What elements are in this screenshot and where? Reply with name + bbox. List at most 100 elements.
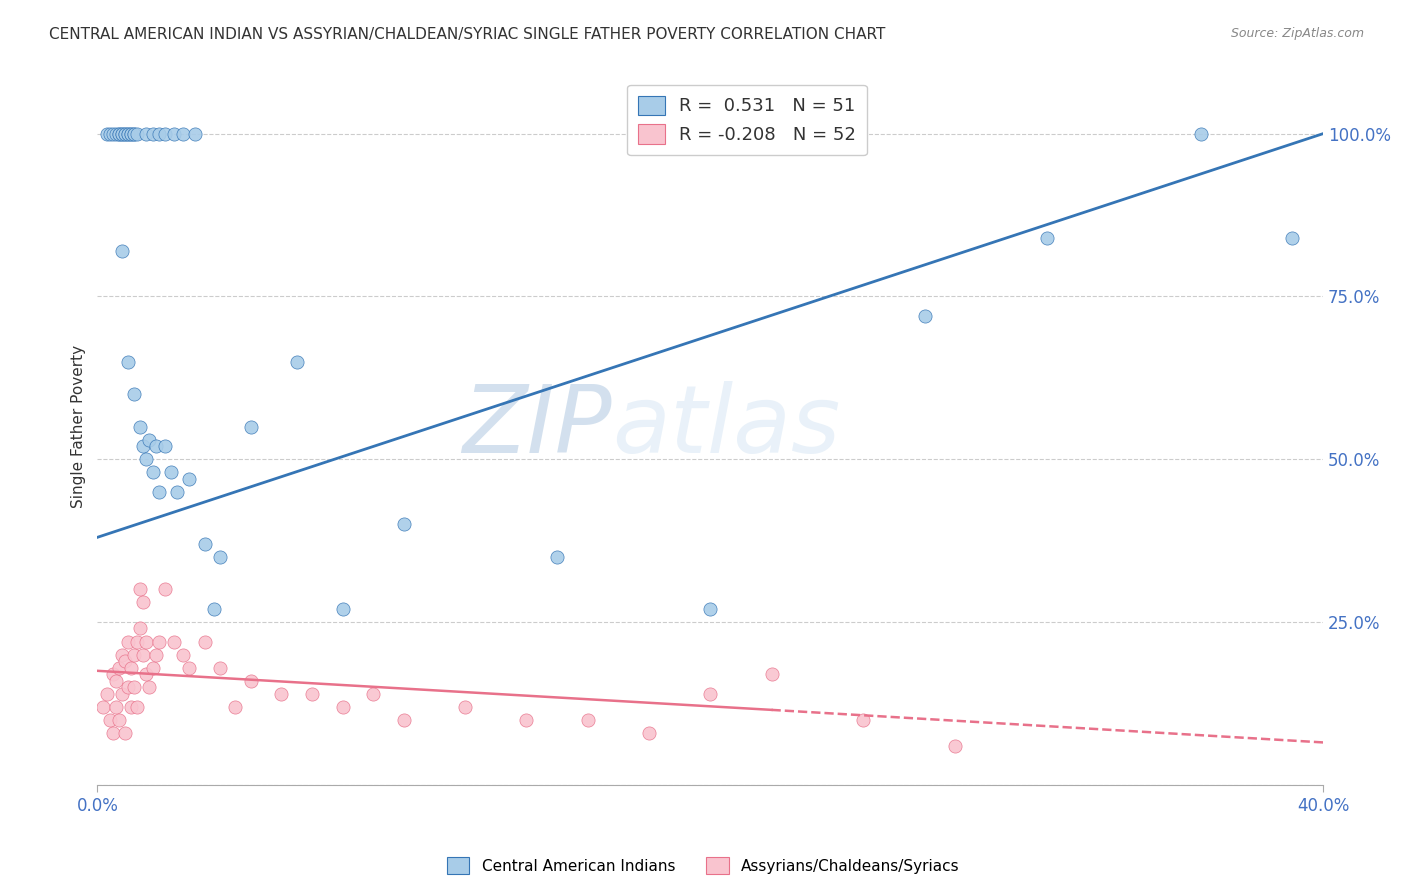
- Point: [135, 127, 157, 141]
- Point: [194, 634, 217, 648]
- Legend: R =  0.531   N = 51, R = -0.208   N = 52: R = 0.531 N = 51, R = -0.208 N = 52: [627, 85, 868, 155]
- Point: [135, 634, 157, 648]
- Point: [107, 127, 129, 141]
- Point: [101, 127, 124, 141]
- Point: [1036, 231, 1059, 245]
- Point: [145, 648, 167, 662]
- Point: [332, 699, 354, 714]
- Point: [194, 537, 217, 551]
- Point: [122, 648, 145, 662]
- Point: [202, 602, 225, 616]
- Text: atlas: atlas: [612, 381, 841, 472]
- Point: [117, 634, 139, 648]
- Point: [127, 127, 149, 141]
- Point: [96, 127, 118, 141]
- Point: [96, 687, 118, 701]
- Point: [153, 582, 176, 597]
- Point: [148, 127, 170, 141]
- Point: [132, 595, 155, 609]
- Point: [93, 699, 115, 714]
- Point: [98, 127, 121, 141]
- Point: [208, 660, 231, 674]
- Point: [138, 433, 160, 447]
- Point: [172, 127, 194, 141]
- Point: [101, 725, 124, 739]
- Point: [699, 602, 721, 616]
- Point: [361, 687, 384, 701]
- Point: [392, 713, 415, 727]
- Point: [945, 739, 967, 753]
- Point: [114, 127, 136, 141]
- Point: [148, 634, 170, 648]
- Point: [135, 452, 157, 467]
- Point: [454, 699, 477, 714]
- Point: [179, 660, 201, 674]
- Point: [117, 127, 139, 141]
- Point: [114, 127, 136, 141]
- Point: [111, 244, 134, 258]
- Point: [111, 127, 134, 141]
- Point: [699, 687, 721, 701]
- Point: [392, 517, 415, 532]
- Point: [129, 582, 152, 597]
- Point: [224, 699, 246, 714]
- Text: Source: ZipAtlas.com: Source: ZipAtlas.com: [1230, 27, 1364, 40]
- Point: [120, 699, 142, 714]
- Point: [179, 472, 201, 486]
- Y-axis label: Single Father Poverty: Single Father Poverty: [72, 345, 86, 508]
- Point: [163, 634, 186, 648]
- Point: [107, 713, 129, 727]
- Point: [132, 648, 155, 662]
- Point: [239, 673, 262, 688]
- Point: [98, 713, 121, 727]
- Point: [122, 127, 145, 141]
- Point: [208, 549, 231, 564]
- Point: [127, 699, 149, 714]
- Point: [111, 648, 134, 662]
- Point: [153, 127, 176, 141]
- Point: [576, 713, 599, 727]
- Point: [1189, 127, 1212, 141]
- Point: [111, 127, 134, 141]
- Point: [120, 127, 142, 141]
- Point: [239, 419, 262, 434]
- Point: [141, 127, 163, 141]
- Point: [145, 439, 167, 453]
- Point: [129, 622, 152, 636]
- Point: [132, 439, 155, 453]
- Point: [114, 654, 136, 668]
- Point: [117, 127, 139, 141]
- Text: ZIP: ZIP: [463, 381, 612, 472]
- Point: [122, 127, 145, 141]
- Point: [148, 484, 170, 499]
- Point: [104, 673, 127, 688]
- Point: [301, 687, 323, 701]
- Text: CENTRAL AMERICAN INDIAN VS ASSYRIAN/CHALDEAN/SYRIAC SINGLE FATHER POVERTY CORREL: CENTRAL AMERICAN INDIAN VS ASSYRIAN/CHAL…: [49, 27, 886, 42]
- Point: [184, 127, 207, 141]
- Point: [122, 680, 145, 694]
- Point: [117, 680, 139, 694]
- Point: [120, 660, 142, 674]
- Point: [515, 713, 537, 727]
- Legend: Central American Indians, Assyrians/Chaldeans/Syriacs: Central American Indians, Assyrians/Chal…: [440, 851, 966, 880]
- Point: [122, 387, 145, 401]
- Point: [107, 127, 129, 141]
- Point: [129, 419, 152, 434]
- Point: [163, 127, 186, 141]
- Point: [172, 648, 194, 662]
- Point: [120, 127, 142, 141]
- Point: [114, 725, 136, 739]
- Point: [166, 484, 188, 499]
- Point: [546, 549, 568, 564]
- Point: [761, 667, 783, 681]
- Point: [135, 667, 157, 681]
- Point: [141, 660, 163, 674]
- Point: [138, 680, 160, 694]
- Point: [1281, 231, 1303, 245]
- Point: [153, 439, 176, 453]
- Point: [270, 687, 292, 701]
- Point: [141, 465, 163, 479]
- Point: [111, 687, 134, 701]
- Point: [852, 713, 875, 727]
- Point: [117, 354, 139, 368]
